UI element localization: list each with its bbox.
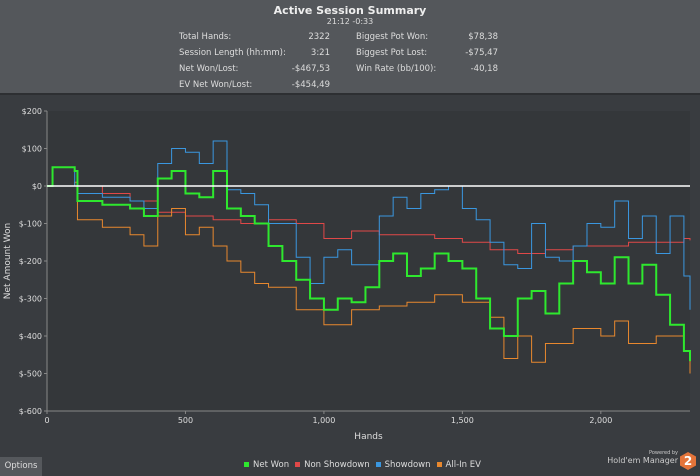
series-line-net-won xyxy=(47,166,691,362)
legend-swatch xyxy=(244,462,249,467)
stat-label: Biggest Pot Lost: xyxy=(356,48,428,58)
legend-swatch xyxy=(436,462,442,467)
x-tick-label: 0 xyxy=(44,416,49,425)
y-axis-label: Net Amount Won xyxy=(3,223,13,299)
y-tick-label: $-200 xyxy=(19,257,42,266)
y-tick-label: $-400 xyxy=(19,332,42,341)
session-summary-header: Active Session Summary 21:12 -0:33 Total… xyxy=(0,0,700,95)
x-tick-label: 2,000 xyxy=(589,416,612,425)
y-tick-label: $200 xyxy=(22,107,42,116)
legend-label: Non Showdown xyxy=(304,460,370,470)
legend-item[interactable]: Non Showdown xyxy=(295,460,370,470)
legend-item[interactable]: All-In EV xyxy=(436,460,481,470)
x-tick-label: 1,500 xyxy=(451,416,474,425)
stat-value: -$75,47 xyxy=(465,48,498,58)
options-button[interactable]: Options xyxy=(0,457,42,476)
legend-label: Showdown xyxy=(384,460,431,470)
series-line-all-in-ev xyxy=(47,181,691,374)
hem-logo-icon: 2 xyxy=(680,452,696,470)
y-tick-label: $-300 xyxy=(19,295,42,304)
x-axis-label: Hands xyxy=(354,432,383,442)
legend-swatch xyxy=(375,462,381,467)
stat-value: -40,18 xyxy=(470,64,498,74)
legend-item[interactable]: Showdown xyxy=(375,460,431,470)
powered-by: Powered by xyxy=(649,450,678,456)
legend-label: Net Won xyxy=(253,460,290,470)
legend-item[interactable]: Net Won xyxy=(244,460,289,470)
stat-value: -$454,49 xyxy=(291,80,330,90)
x-tick-label: 1,000 xyxy=(312,416,335,425)
session-time: 21:12 -0:33 xyxy=(326,17,374,26)
stat-label: Biggest Pot Won: xyxy=(356,32,429,42)
series-line-showdown xyxy=(47,140,691,310)
summary-title: Active Session Summary xyxy=(273,4,427,17)
stat-label: Session Length (hh:mm): xyxy=(179,48,286,58)
y-tick-label: $-500 xyxy=(19,370,42,379)
net-won-chart: $200 $100 $0 $-100 $-200 $-300 $-400 $-500 $-600… xyxy=(3,107,691,442)
legend-swatch xyxy=(295,462,301,467)
chart-legend: Net Won Non Showdown Showdown All-In EV xyxy=(244,460,481,470)
y-tick-label: $-100 xyxy=(19,220,42,229)
stat-value: -$467,53 xyxy=(291,64,330,74)
brand-text: Powered by Hold'em Manager xyxy=(607,450,678,465)
y-tick-label: $-600 xyxy=(19,407,42,416)
y-tick-label: $100 xyxy=(22,145,42,154)
stat-label: EV Net Won/Lost: xyxy=(179,80,253,90)
stat-value: 2322 xyxy=(308,32,330,42)
stat-value: 3:21 xyxy=(310,48,330,58)
plot-area xyxy=(47,111,690,411)
y-tick-label: $0 xyxy=(32,182,42,191)
legend-label: All-In EV xyxy=(445,460,481,470)
stat-value: $78,38 xyxy=(468,32,498,42)
stat-label: Total Hands: xyxy=(179,32,232,42)
stat-label: Win Rate (bb/100): xyxy=(356,64,437,74)
x-tick-label: 500 xyxy=(178,416,193,425)
brand-name: Hold'em Manager xyxy=(607,456,678,465)
stat-label: Net Won/Lost: xyxy=(179,64,239,74)
